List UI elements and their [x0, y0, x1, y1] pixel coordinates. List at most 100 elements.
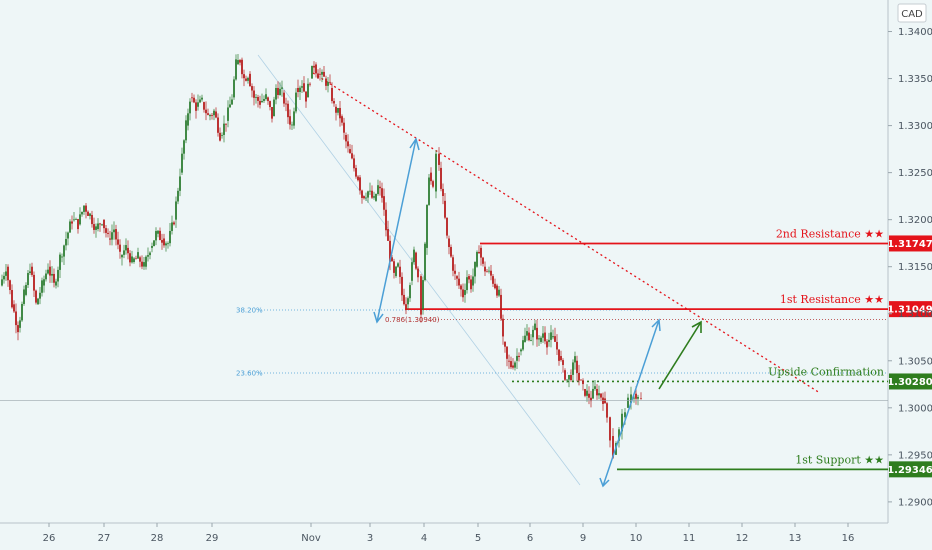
- candle-body: [159, 230, 161, 241]
- candle-body: [432, 181, 434, 187]
- candle-body: [199, 99, 201, 103]
- candle-body: [153, 240, 155, 247]
- candle-body: [438, 153, 440, 165]
- candle-body: [590, 397, 592, 402]
- candle-body: [167, 243, 169, 245]
- price-tick-label: 1.29500: [898, 450, 932, 461]
- candle-body: [542, 333, 544, 338]
- price-tick-label: 1.31500: [898, 262, 932, 273]
- candle-body: [301, 86, 303, 88]
- candle-body: [115, 229, 117, 240]
- candle-body: [335, 106, 337, 113]
- candle-body: [141, 261, 143, 267]
- candle-body: [333, 101, 335, 104]
- candle-body: [534, 323, 536, 330]
- candle-body: [99, 223, 101, 225]
- candle-body: [47, 269, 49, 274]
- price-tick-label: 1.30500: [898, 356, 932, 367]
- candle-body: [566, 379, 568, 381]
- candle-body: [155, 231, 157, 241]
- price-tick-label: 1.32500: [898, 168, 932, 179]
- candle-body: [175, 201, 177, 220]
- candle-body: [532, 329, 534, 338]
- candle-body: [391, 257, 393, 262]
- candle-body: [1, 279, 3, 286]
- time-tick-label: 9: [580, 533, 586, 544]
- candle-body: [293, 111, 295, 126]
- candle-body: [478, 251, 480, 254]
- candle-body: [401, 276, 403, 296]
- candle-body: [379, 186, 381, 189]
- candle-body: [560, 356, 562, 361]
- candle-body: [440, 167, 442, 189]
- candle-body: [536, 327, 538, 340]
- candle-body: [464, 290, 466, 295]
- candle-body: [387, 229, 389, 241]
- candle-body: [371, 190, 373, 198]
- fib-23-label: 23.60%: [236, 370, 263, 378]
- candle-body: [7, 266, 9, 281]
- candle-body: [261, 100, 263, 103]
- price-axis[interactable]: 1.34000 1.33500 1.33000 1.32500 1.32000 1.315…: [888, 27, 932, 508]
- candle-body: [253, 90, 255, 98]
- candle-body: [448, 238, 450, 247]
- candle-body: [31, 266, 33, 275]
- candle-body: [191, 97, 193, 99]
- candle-body: [383, 196, 385, 210]
- candle-body: [627, 397, 629, 408]
- candle-body: [105, 228, 107, 233]
- candle-body: [97, 223, 99, 230]
- trend-channel-line: [257, 54, 581, 486]
- time-axis[interactable]: 26 27 28 29 Nov 3 4 5 6 9 10 11 12 13 16: [43, 523, 855, 544]
- price-tick-label: 1.30000: [898, 403, 932, 414]
- candle-body: [109, 238, 111, 240]
- candle-body: [289, 116, 291, 125]
- candle-body: [572, 362, 574, 375]
- candle-body: [351, 153, 353, 159]
- candle-body: [173, 222, 175, 225]
- candle-body: [367, 191, 369, 198]
- candle-body: [588, 393, 590, 398]
- price-tick-label: 1.31000: [898, 309, 932, 320]
- candle-body: [307, 83, 309, 98]
- candle-body: [349, 149, 351, 154]
- candle-body: [341, 116, 343, 123]
- candle-body: [373, 196, 375, 198]
- candle-body: [504, 341, 506, 347]
- candle-body: [325, 78, 327, 86]
- time-tick-label: 5: [475, 533, 481, 544]
- candle-body: [279, 88, 281, 95]
- candle-body: [482, 257, 484, 264]
- candle-body: [169, 230, 171, 244]
- candle-body: [454, 270, 456, 274]
- candle-body: [377, 185, 379, 194]
- candle-body: [345, 135, 347, 142]
- candle-body: [123, 250, 125, 255]
- candle-body: [71, 221, 73, 224]
- candle-body: [552, 336, 554, 338]
- candle-body: [385, 209, 387, 231]
- candle-body: [596, 389, 598, 396]
- candle-body: [275, 87, 277, 100]
- candle-body: [67, 232, 69, 239]
- candle-body: [633, 397, 635, 399]
- currency-badge[interactable]: CAD: [897, 3, 927, 23]
- candle-body: [121, 254, 123, 258]
- candle-body: [635, 393, 637, 399]
- candle-body: [506, 346, 508, 359]
- candle-body: [41, 280, 43, 293]
- candle-body: [201, 97, 203, 100]
- candle-body: [317, 73, 319, 79]
- candle-body: [257, 96, 259, 101]
- candle-body: [502, 318, 504, 337]
- candle-body: [476, 251, 478, 267]
- candle-body: [185, 120, 187, 141]
- candle-body: [251, 86, 253, 91]
- candle-body: [327, 81, 329, 86]
- candle-body: [526, 331, 528, 336]
- candle-body: [450, 246, 452, 257]
- candle-body: [207, 113, 209, 115]
- candle-body: [309, 83, 311, 85]
- price-tick-label: 1.29000: [898, 497, 932, 508]
- candle-body: [389, 240, 391, 262]
